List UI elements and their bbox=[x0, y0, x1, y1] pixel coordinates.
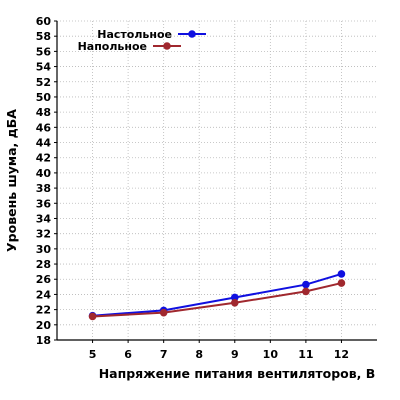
legend-entry: Настольное bbox=[97, 28, 206, 41]
y-tick-label: 26 bbox=[36, 273, 52, 286]
y-tick-label: 46 bbox=[36, 121, 52, 134]
y-tick-label: 44 bbox=[36, 137, 52, 150]
legend-entry: Напольное bbox=[78, 40, 181, 53]
y-tick-label: 40 bbox=[36, 167, 52, 180]
y-axis-title: Уровень шума, дБА bbox=[4, 109, 19, 252]
y-tick-label: 28 bbox=[36, 258, 51, 271]
y-tick-label: 30 bbox=[36, 243, 52, 256]
x-axis-title: Напряжение питания вентиляторов, В bbox=[99, 366, 376, 381]
y-tick-label: 36 bbox=[36, 197, 52, 210]
data-point bbox=[159, 308, 168, 317]
x-tick-label: 11 bbox=[298, 348, 313, 361]
legend-swatch-marker bbox=[188, 30, 196, 38]
legend-swatch-marker bbox=[163, 42, 171, 50]
grid bbox=[57, 20, 377, 341]
x-tick-label: 9 bbox=[231, 348, 239, 361]
x-tick-labels: 5 6 7 8 9 10 11 12 bbox=[89, 348, 349, 361]
x-tick-label: 5 bbox=[89, 348, 97, 361]
y-tick-label: 50 bbox=[36, 91, 52, 104]
data-point bbox=[302, 280, 310, 289]
x-tick-label: 12 bbox=[334, 348, 349, 361]
y-tick-label: 18 bbox=[36, 334, 51, 347]
data-point bbox=[230, 293, 239, 302]
series-group bbox=[88, 270, 346, 321]
y-tick-label: 54 bbox=[36, 61, 52, 74]
legend-label: Настольное bbox=[97, 28, 172, 41]
x-tick-label: 7 bbox=[160, 348, 168, 361]
y-tick-label: 58 bbox=[36, 30, 51, 43]
series-2 bbox=[88, 279, 346, 321]
legend-label: Напольное bbox=[78, 40, 147, 53]
y-tick-label: 42 bbox=[36, 152, 51, 165]
x-tick-label: 6 bbox=[124, 348, 132, 361]
x-tick-label: 8 bbox=[195, 348, 203, 361]
axes bbox=[54, 20, 377, 343]
y-tick-label: 34 bbox=[36, 212, 52, 225]
y-tick-labels: 18 20 22 24 26 28 30 32 34 36 38 40 42 44 46 48 50 52 54 56… bbox=[36, 15, 52, 347]
y-tick-label: 32 bbox=[36, 228, 51, 241]
y-tick-label: 20 bbox=[36, 319, 52, 332]
y-tick-label: 52 bbox=[36, 76, 51, 89]
data-point bbox=[302, 287, 310, 296]
y-tick-label: 56 bbox=[36, 45, 52, 58]
data-point bbox=[230, 298, 239, 307]
y-tick-label: 48 bbox=[36, 106, 51, 119]
data-point bbox=[88, 312, 97, 321]
y-tick-label: 60 bbox=[36, 15, 52, 28]
data-point bbox=[337, 279, 346, 287]
x-tick-label: 10 bbox=[263, 348, 279, 361]
y-tick-label: 24 bbox=[36, 288, 52, 301]
data-point bbox=[337, 270, 346, 278]
y-tick-label: 38 bbox=[36, 182, 51, 195]
y-tick-label: 22 bbox=[36, 304, 51, 317]
